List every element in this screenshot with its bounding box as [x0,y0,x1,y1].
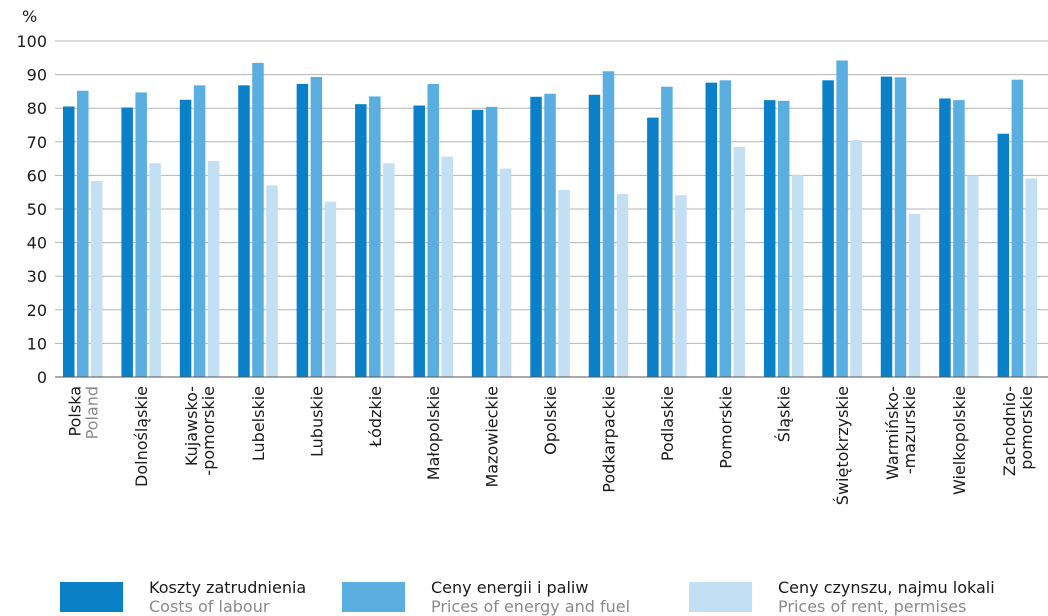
x-tick-3: Lubelskie [249,386,268,461]
y-tick-100: 100 [16,32,47,51]
bar-s2-c11 [733,146,746,377]
y-tick-90: 90 [27,66,47,85]
legend: Koszty zatrudnienia Costs of labour Ceny… [0,578,1048,616]
bar-s1-c8 [544,93,556,377]
bar-s1-c11 [719,80,732,377]
bar-s1-c2 [193,85,206,378]
bar-s1-c1 [135,92,147,378]
bar-s2-c8 [558,189,570,377]
legend-item-labour: Koszty zatrudnienia Costs of labour [60,578,306,616]
y-axis-label: % [22,7,37,26]
bar-s0-c9 [588,94,601,377]
x-tick-9: Podkarpackie [599,386,618,493]
bar-s1-c10 [661,86,673,378]
bar-s1-c16 [1011,79,1024,377]
x-tick-16-line0: Zachodnio- [1000,386,1019,476]
legend-item-energy: Ceny energii i paliw Prices of energy an… [342,578,630,616]
legend-swatch-rent [689,582,752,612]
bar-s2-c0 [91,181,103,377]
x-tick-8: Opolskie [541,386,560,455]
bar-s2-c12 [791,175,804,377]
legend-label-labour: Koszty zatrudnienia [149,578,307,597]
bar-s0-c13 [822,80,834,377]
bar-s2-c1 [149,163,161,377]
y-tick-40: 40 [27,234,47,253]
legend-label-energy-en: Prices of energy and fuel [431,597,631,616]
x-tick-4: Lubuskie [307,386,326,457]
x-tick-14-line0: Warmińsko- [883,386,902,480]
bar-s0-c11 [705,82,718,377]
bar-s0-c8 [530,96,542,377]
bar-s1-c15 [953,100,965,378]
legend-label-rent-en: Prices of rent, permises [778,597,967,616]
bar-s0-c15 [939,98,951,378]
x-tick-15: Wielkopolskie [950,386,969,495]
bar-s0-c12 [763,100,776,378]
y-tick-50: 50 [27,200,47,219]
x-tick-13: Świętokrzyskie [833,386,852,505]
y-tick-0: 0 [37,368,47,387]
bar-s1-c9 [602,71,615,378]
legend-item-rent: Ceny czynszu, najmu lokali Prices of ren… [689,578,995,616]
bar-s1-c4 [310,76,323,378]
x-tick-2-line0: Kujawsko- [182,386,201,466]
x-tick-11: Pomorskie [716,386,735,469]
x-tick-16-line1: pomorskie [1017,386,1036,470]
bar-s0-c5 [355,104,367,377]
legend-swatch-energy [342,582,405,612]
y-tick-20: 20 [27,301,47,320]
legend-label-rent: Ceny czynszu, najmu lokali [778,578,995,597]
y-tick-70: 70 [27,133,47,152]
y-tick-10: 10 [27,334,47,353]
bar-s0-c2 [179,99,192,378]
bar-s1-c7 [485,106,498,377]
bar-s2-c9 [616,193,629,377]
bar-s2-c13 [850,140,862,377]
x-tick-7: Mazowieckie [483,386,502,488]
bar-s2-c15 [967,175,979,377]
y-tick-60: 60 [27,166,47,185]
x-tick-0-line1: Poland [82,386,101,439]
bar-s1-c5 [369,96,381,377]
bar-s0-c14 [880,76,893,377]
x-tick-10: Podlaskie [658,386,677,461]
bar-s0-c6 [413,105,425,378]
bar-s2-c16 [1025,178,1038,377]
bar-s2-c5 [383,163,395,377]
bar-s0-c10 [647,117,659,377]
x-tick-2-line1: -pomorskie [199,386,218,476]
x-tick-14-line1: -mazurskie [900,386,919,474]
x-tick-12: Śląskie [775,386,794,442]
bar-s0-c4 [296,84,309,378]
bar-s0-c1 [121,107,133,377]
bar-s1-c0 [77,90,89,377]
bar-s0-c3 [238,85,250,378]
bar-s2-c6 [441,156,453,377]
bar-s0-c0 [63,106,75,378]
bar-s0-c16 [997,133,1010,377]
bar-s2-c7 [499,168,512,377]
bar-s1-c12 [777,100,790,378]
bar-s1-c6 [427,84,439,378]
bar-s2-c3 [266,185,278,377]
y-tick-80: 80 [27,99,47,118]
bar-s2-c10 [675,195,687,377]
legend-label-labour-en: Costs of labour [149,597,270,616]
bar-s2-c14 [908,214,921,377]
legend-label-energy: Ceny energii i paliw [431,578,589,597]
x-tick-0-line0: Polska [65,386,84,436]
bar-s1-c13 [836,60,848,377]
bar-s0-c7 [471,109,484,377]
x-tick-5: Łódzkie [366,386,385,448]
x-tick-6: Małopolskie [424,386,443,480]
bar-s1-c14 [894,77,907,378]
x-tick-1: Dolnośląskie [132,386,151,487]
legend-swatch-labour [60,582,123,612]
bar-s2-c2 [207,160,220,377]
y-tick-30: 30 [27,267,47,286]
bar-s1-c3 [252,62,264,378]
bar-s2-c4 [324,201,337,377]
